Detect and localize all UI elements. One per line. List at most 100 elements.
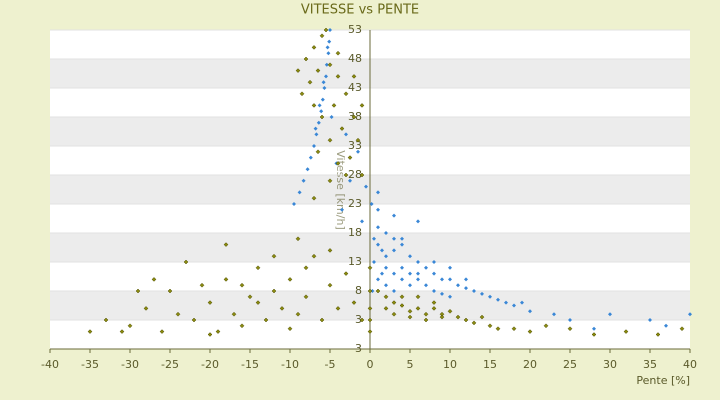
scatter-point bbox=[313, 126, 318, 131]
scatter-point bbox=[400, 236, 404, 241]
scatter-point bbox=[295, 236, 301, 242]
scatter-point bbox=[383, 306, 389, 311]
scatter-point bbox=[415, 294, 421, 300]
scatter-point bbox=[167, 288, 173, 294]
scatter-point bbox=[231, 311, 237, 317]
scatter-point bbox=[370, 289, 375, 293]
scatter-point bbox=[335, 74, 341, 79]
scatter-point bbox=[367, 288, 373, 294]
scatter-point bbox=[339, 126, 345, 131]
scatter-point bbox=[292, 202, 296, 206]
scatter-point bbox=[321, 80, 326, 85]
scatter-point bbox=[303, 265, 309, 271]
scatter-point bbox=[271, 253, 277, 259]
scatter-point bbox=[175, 311, 181, 317]
scatter-point bbox=[679, 326, 685, 332]
scatter-point bbox=[359, 172, 365, 178]
x-tick-label: -10 bbox=[281, 358, 299, 371]
scatter-point bbox=[407, 314, 413, 320]
scatter-point bbox=[408, 283, 412, 288]
scatter-point bbox=[399, 303, 405, 308]
x-tick-label: -40 bbox=[41, 358, 59, 371]
scatter-point bbox=[367, 317, 373, 323]
scatter-point bbox=[480, 291, 484, 296]
scatter-point bbox=[311, 253, 317, 259]
scatter-point bbox=[327, 39, 332, 44]
scatter-point bbox=[329, 115, 334, 119]
scatter-point bbox=[255, 300, 261, 305]
scatter-point bbox=[351, 300, 357, 305]
x-tick-label: -15 bbox=[241, 358, 259, 371]
scatter-point bbox=[335, 50, 341, 56]
scatter-point bbox=[183, 259, 189, 265]
scatter-point bbox=[360, 219, 364, 224]
scatter-point bbox=[223, 277, 229, 282]
scatter-point bbox=[400, 242, 404, 247]
scatter-point bbox=[400, 277, 404, 282]
scatter-point bbox=[392, 289, 396, 293]
scatter-point bbox=[369, 202, 374, 206]
scatter-point bbox=[223, 242, 229, 247]
x-tick-label: -25 bbox=[161, 358, 179, 371]
scatter-point bbox=[319, 114, 325, 120]
scatter-point bbox=[343, 271, 349, 276]
scatter-point bbox=[367, 265, 373, 271]
scatter-point bbox=[331, 103, 337, 108]
scatter-point bbox=[376, 277, 380, 282]
scatter-point bbox=[399, 294, 405, 300]
y-tick-label: 8 bbox=[355, 284, 362, 297]
scatter-point bbox=[127, 323, 133, 329]
scatter-point bbox=[472, 289, 476, 293]
scatter-point bbox=[87, 329, 93, 334]
scatter-point bbox=[343, 172, 349, 178]
scatter-point bbox=[372, 236, 376, 241]
scatter-point bbox=[487, 323, 493, 329]
scatter-point bbox=[356, 149, 360, 154]
scatter-point bbox=[623, 329, 629, 334]
scatter-point bbox=[431, 306, 437, 311]
scatter-point bbox=[143, 306, 149, 311]
scatter-point bbox=[392, 236, 396, 241]
x-tick-label: 15 bbox=[483, 358, 497, 371]
scatter-point bbox=[247, 294, 253, 300]
scatter-point bbox=[151, 277, 157, 282]
scatter-point bbox=[463, 317, 469, 323]
scatter-point bbox=[207, 332, 213, 337]
scatter-point bbox=[688, 312, 692, 317]
scatter-point bbox=[464, 277, 468, 282]
x-axis-label: Pente [%] bbox=[636, 374, 690, 387]
scatter-point bbox=[384, 265, 388, 270]
scatter-point bbox=[359, 317, 365, 323]
scatter-point bbox=[416, 277, 420, 282]
scatter-point bbox=[343, 91, 349, 97]
x-tick-label: -5 bbox=[325, 358, 336, 371]
scatter-point bbox=[448, 294, 452, 299]
scatter-point bbox=[543, 323, 549, 329]
scatter-point bbox=[159, 329, 165, 334]
scatter-point bbox=[311, 45, 317, 50]
scatter-point bbox=[432, 260, 436, 264]
scatter-point bbox=[322, 86, 327, 90]
scatter-point bbox=[372, 260, 376, 264]
scatter-point bbox=[364, 184, 368, 189]
scatter-point bbox=[351, 114, 357, 120]
scatter-point bbox=[308, 155, 313, 160]
scatter-point bbox=[380, 248, 384, 253]
scatter-point bbox=[263, 317, 269, 323]
scatter-point bbox=[391, 300, 397, 305]
scatter-point bbox=[376, 242, 380, 247]
scatter-point bbox=[207, 300, 213, 305]
scatter-point bbox=[324, 62, 329, 67]
scatter-point bbox=[384, 254, 388, 259]
scatter-point bbox=[392, 213, 396, 218]
scatter-point bbox=[327, 62, 333, 68]
x-tick-label: 30 bbox=[603, 358, 617, 371]
scatter-point bbox=[408, 254, 412, 259]
scatter-point bbox=[456, 283, 460, 288]
scatter-point bbox=[376, 190, 380, 195]
y-tick-label: 48 bbox=[348, 52, 362, 65]
scatter-point bbox=[495, 326, 501, 332]
scatter-point bbox=[303, 56, 309, 62]
scatter-point bbox=[314, 132, 319, 137]
